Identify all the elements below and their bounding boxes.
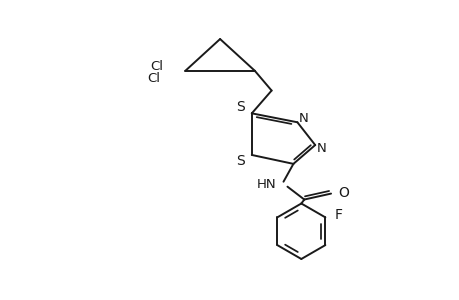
Text: S: S	[236, 154, 245, 168]
Text: N: N	[316, 142, 325, 154]
Text: Cl: Cl	[150, 60, 163, 73]
Text: Cl: Cl	[147, 72, 160, 85]
Text: HN: HN	[257, 178, 276, 191]
Text: S: S	[236, 100, 245, 114]
Text: O: O	[337, 186, 348, 200]
Text: N: N	[298, 112, 308, 125]
Text: F: F	[334, 208, 341, 222]
